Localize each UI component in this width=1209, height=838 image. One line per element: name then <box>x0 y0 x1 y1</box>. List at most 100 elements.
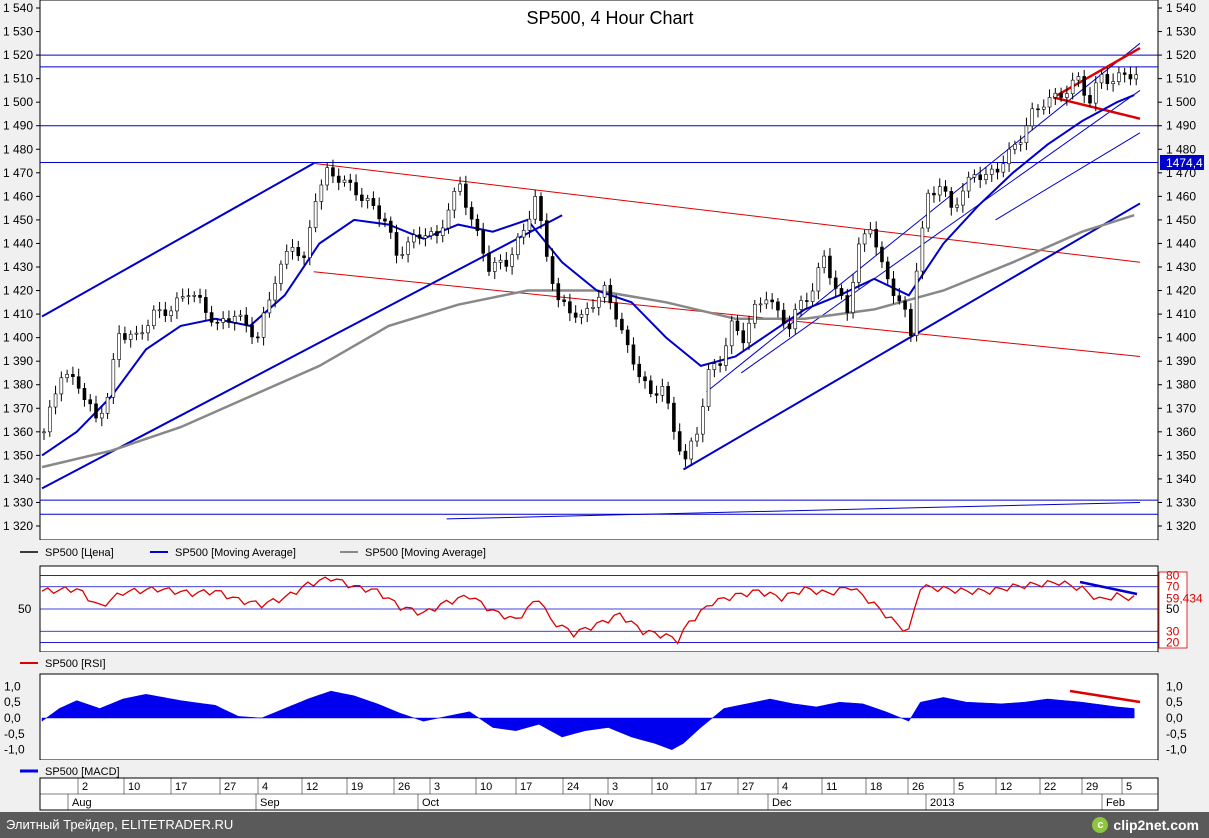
candle-body <box>192 295 197 297</box>
candle-body <box>117 333 121 360</box>
down-channel-upper <box>313 162 1141 263</box>
date-month-label: Dec <box>772 797 792 809</box>
rsi-line <box>41 576 1135 645</box>
rising-channel-mid <box>740 90 1141 374</box>
candle-body <box>637 363 642 378</box>
candle-body <box>406 241 410 255</box>
candle-body <box>227 318 231 323</box>
clip2net-brand[interactable]: c clip2net.com <box>1092 815 1199 835</box>
date-day-label: 19 <box>351 781 363 793</box>
candle-body <box>868 229 873 235</box>
down-channel-lower <box>313 271 1141 357</box>
y-tick-left: 1 500 <box>3 95 33 109</box>
date-day-label: 4 <box>782 781 788 793</box>
y-tick-right: 1 350 <box>1166 448 1196 462</box>
y-tick-left: 1 480 <box>3 142 33 156</box>
candle-body <box>972 174 977 178</box>
legend-price: SP500 [Цена] <box>45 547 114 559</box>
date-day-label: 11 <box>826 781 837 793</box>
candle-body <box>920 227 925 272</box>
date-day-label: 17 <box>175 781 187 793</box>
candle-body <box>885 261 890 280</box>
candle-body <box>620 318 624 331</box>
date-month-label: Feb <box>1106 797 1125 809</box>
wedge-upper <box>1052 46 1141 99</box>
candle-body <box>516 236 520 256</box>
candle-body <box>342 179 347 183</box>
date-day-label: 5 <box>1126 781 1132 793</box>
candle-body <box>585 308 590 315</box>
candle-body <box>146 325 150 334</box>
date-day-label: 27 <box>224 781 236 793</box>
candle-body <box>267 299 272 314</box>
candle-body <box>539 196 543 221</box>
candle-body <box>851 282 855 313</box>
y-tick-right: 1 340 <box>1166 472 1196 486</box>
candle-body <box>758 303 763 306</box>
candle-body <box>169 310 173 316</box>
macd-tick-right: -0,5 <box>1166 727 1187 741</box>
footer-bar: Элитный Трейдер, ELITETRADER.RU c clip2n… <box>0 812 1209 838</box>
y-tick-left: 1 340 <box>3 472 33 486</box>
y-tick-right: 1 420 <box>1166 284 1196 298</box>
y-tick-right: 1 380 <box>1166 378 1196 392</box>
candle-body <box>839 288 844 296</box>
y-tick-right: 1 540 <box>1166 1 1196 15</box>
price-candles <box>42 66 1139 467</box>
candle-body <box>677 431 682 452</box>
candle-body <box>371 198 376 207</box>
candle-body <box>683 450 688 460</box>
candle-body <box>568 301 572 314</box>
date-day-label: 12 <box>1000 781 1012 793</box>
y-tick-right: 1 460 <box>1166 189 1196 203</box>
candle-body <box>481 230 486 254</box>
candle-body <box>596 296 601 308</box>
y-tick-right: 1 510 <box>1166 72 1196 86</box>
date-month-label: Aug <box>72 797 92 809</box>
candle-body <box>614 302 618 320</box>
candle-body <box>325 167 329 186</box>
candle-body <box>897 295 902 302</box>
legend-macd: SP500 [MACD] <box>45 766 120 778</box>
candle-body <box>937 186 942 196</box>
macd-tick-right: -1,0 <box>1166 743 1187 757</box>
y-tick-left: 1 450 <box>3 213 33 227</box>
candle-body <box>706 369 711 407</box>
candle-body <box>1036 108 1040 111</box>
y-tick-left: 1 410 <box>3 307 33 321</box>
y-tick-left: 1 420 <box>3 284 33 298</box>
date-day-label: 22 <box>1044 781 1056 793</box>
rsi-tick-right: 70 <box>1166 580 1180 594</box>
macd-histogram <box>41 690 1135 750</box>
y-tick-left: 1 350 <box>3 448 33 462</box>
candle-body <box>747 322 751 344</box>
candle-body <box>261 312 266 338</box>
candle-body <box>365 198 370 201</box>
candle-body <box>1128 74 1133 80</box>
candle-body <box>712 363 717 370</box>
candle-body <box>724 345 728 366</box>
candle-body <box>1082 76 1087 96</box>
candle-body <box>336 175 341 183</box>
candle-body <box>186 295 191 298</box>
macd-tick-left: 1,0 <box>4 679 21 693</box>
date-day-label: 2 <box>82 781 88 793</box>
candle-body <box>1018 142 1023 145</box>
candle-body <box>204 297 208 313</box>
chart-title: SP500, 4 Hour Chart <box>526 8 693 28</box>
candle-body <box>319 184 324 202</box>
y-tick-left: 1 520 <box>3 48 33 62</box>
y-tick-right: 1 320 <box>1166 519 1196 533</box>
y-tick-right: 1 330 <box>1166 495 1196 509</box>
candle-body <box>533 196 538 220</box>
date-day-label: 17 <box>520 781 532 793</box>
candle-body <box>753 303 757 324</box>
candle-body <box>949 191 954 208</box>
candle-body <box>429 231 433 237</box>
candle-body <box>82 388 87 401</box>
candle-body <box>360 194 364 201</box>
candle-body <box>625 329 630 346</box>
rising-channel-lower <box>995 132 1141 221</box>
y-tick-right: 1 520 <box>1166 48 1196 62</box>
y-tick-right: 1 440 <box>1166 236 1196 250</box>
